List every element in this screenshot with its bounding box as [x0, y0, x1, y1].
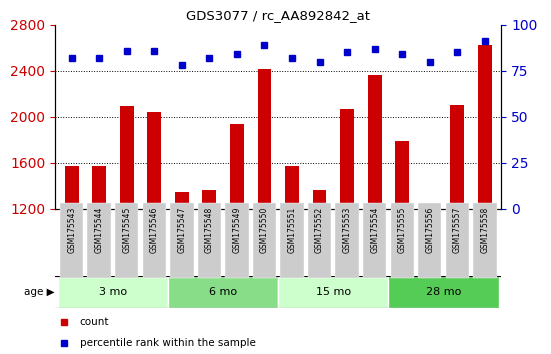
- Text: 28 mo: 28 mo: [426, 287, 461, 297]
- Text: GSM175546: GSM175546: [150, 206, 159, 253]
- FancyBboxPatch shape: [418, 203, 441, 278]
- FancyBboxPatch shape: [388, 276, 499, 308]
- Text: GSM175556: GSM175556: [425, 206, 434, 253]
- Text: GSM175543: GSM175543: [67, 206, 76, 253]
- Bar: [92, 166, 106, 209]
- FancyBboxPatch shape: [60, 203, 83, 278]
- FancyBboxPatch shape: [143, 203, 166, 278]
- FancyBboxPatch shape: [336, 203, 359, 278]
- Text: GSM175555: GSM175555: [398, 206, 407, 253]
- Text: count: count: [80, 317, 109, 327]
- FancyBboxPatch shape: [278, 276, 388, 308]
- Bar: [450, 105, 464, 209]
- Text: GSM175557: GSM175557: [453, 206, 462, 253]
- FancyBboxPatch shape: [473, 203, 496, 278]
- Text: GSM175547: GSM175547: [177, 206, 186, 253]
- Text: GSM175558: GSM175558: [480, 206, 489, 253]
- Text: GSM175553: GSM175553: [343, 206, 352, 253]
- Bar: [64, 166, 78, 209]
- Text: GSM175552: GSM175552: [315, 206, 324, 253]
- Bar: [368, 75, 381, 209]
- Bar: [478, 46, 491, 209]
- FancyBboxPatch shape: [168, 276, 278, 308]
- Bar: [257, 69, 271, 209]
- Text: GSM175551: GSM175551: [288, 206, 296, 253]
- Bar: [175, 192, 188, 209]
- FancyBboxPatch shape: [446, 203, 469, 278]
- Bar: [202, 190, 216, 209]
- Text: percentile rank within the sample: percentile rank within the sample: [80, 338, 256, 348]
- Bar: [395, 141, 409, 209]
- Text: GSM175549: GSM175549: [233, 206, 241, 253]
- FancyBboxPatch shape: [280, 203, 304, 278]
- FancyBboxPatch shape: [58, 276, 168, 308]
- Bar: [313, 190, 326, 209]
- FancyBboxPatch shape: [308, 203, 331, 278]
- Text: GSM175554: GSM175554: [370, 206, 379, 253]
- Text: GSM175544: GSM175544: [95, 206, 104, 253]
- FancyBboxPatch shape: [115, 203, 138, 278]
- Bar: [147, 112, 161, 209]
- FancyBboxPatch shape: [225, 203, 249, 278]
- Text: 6 mo: 6 mo: [209, 287, 237, 297]
- FancyBboxPatch shape: [198, 203, 221, 278]
- Text: 3 mo: 3 mo: [99, 287, 127, 297]
- Text: GSM175545: GSM175545: [122, 206, 131, 253]
- Bar: [285, 166, 299, 209]
- FancyBboxPatch shape: [253, 203, 276, 278]
- Bar: [340, 109, 354, 209]
- Title: GDS3077 / rc_AA892842_at: GDS3077 / rc_AA892842_at: [186, 9, 370, 22]
- FancyBboxPatch shape: [391, 203, 414, 278]
- FancyBboxPatch shape: [88, 203, 111, 278]
- Text: age ▶: age ▶: [24, 287, 55, 297]
- Bar: [230, 124, 244, 209]
- Text: GSM175550: GSM175550: [260, 206, 269, 253]
- Text: GSM175548: GSM175548: [205, 206, 214, 253]
- Text: 15 mo: 15 mo: [316, 287, 351, 297]
- FancyBboxPatch shape: [170, 203, 193, 278]
- FancyBboxPatch shape: [363, 203, 386, 278]
- Bar: [120, 107, 133, 209]
